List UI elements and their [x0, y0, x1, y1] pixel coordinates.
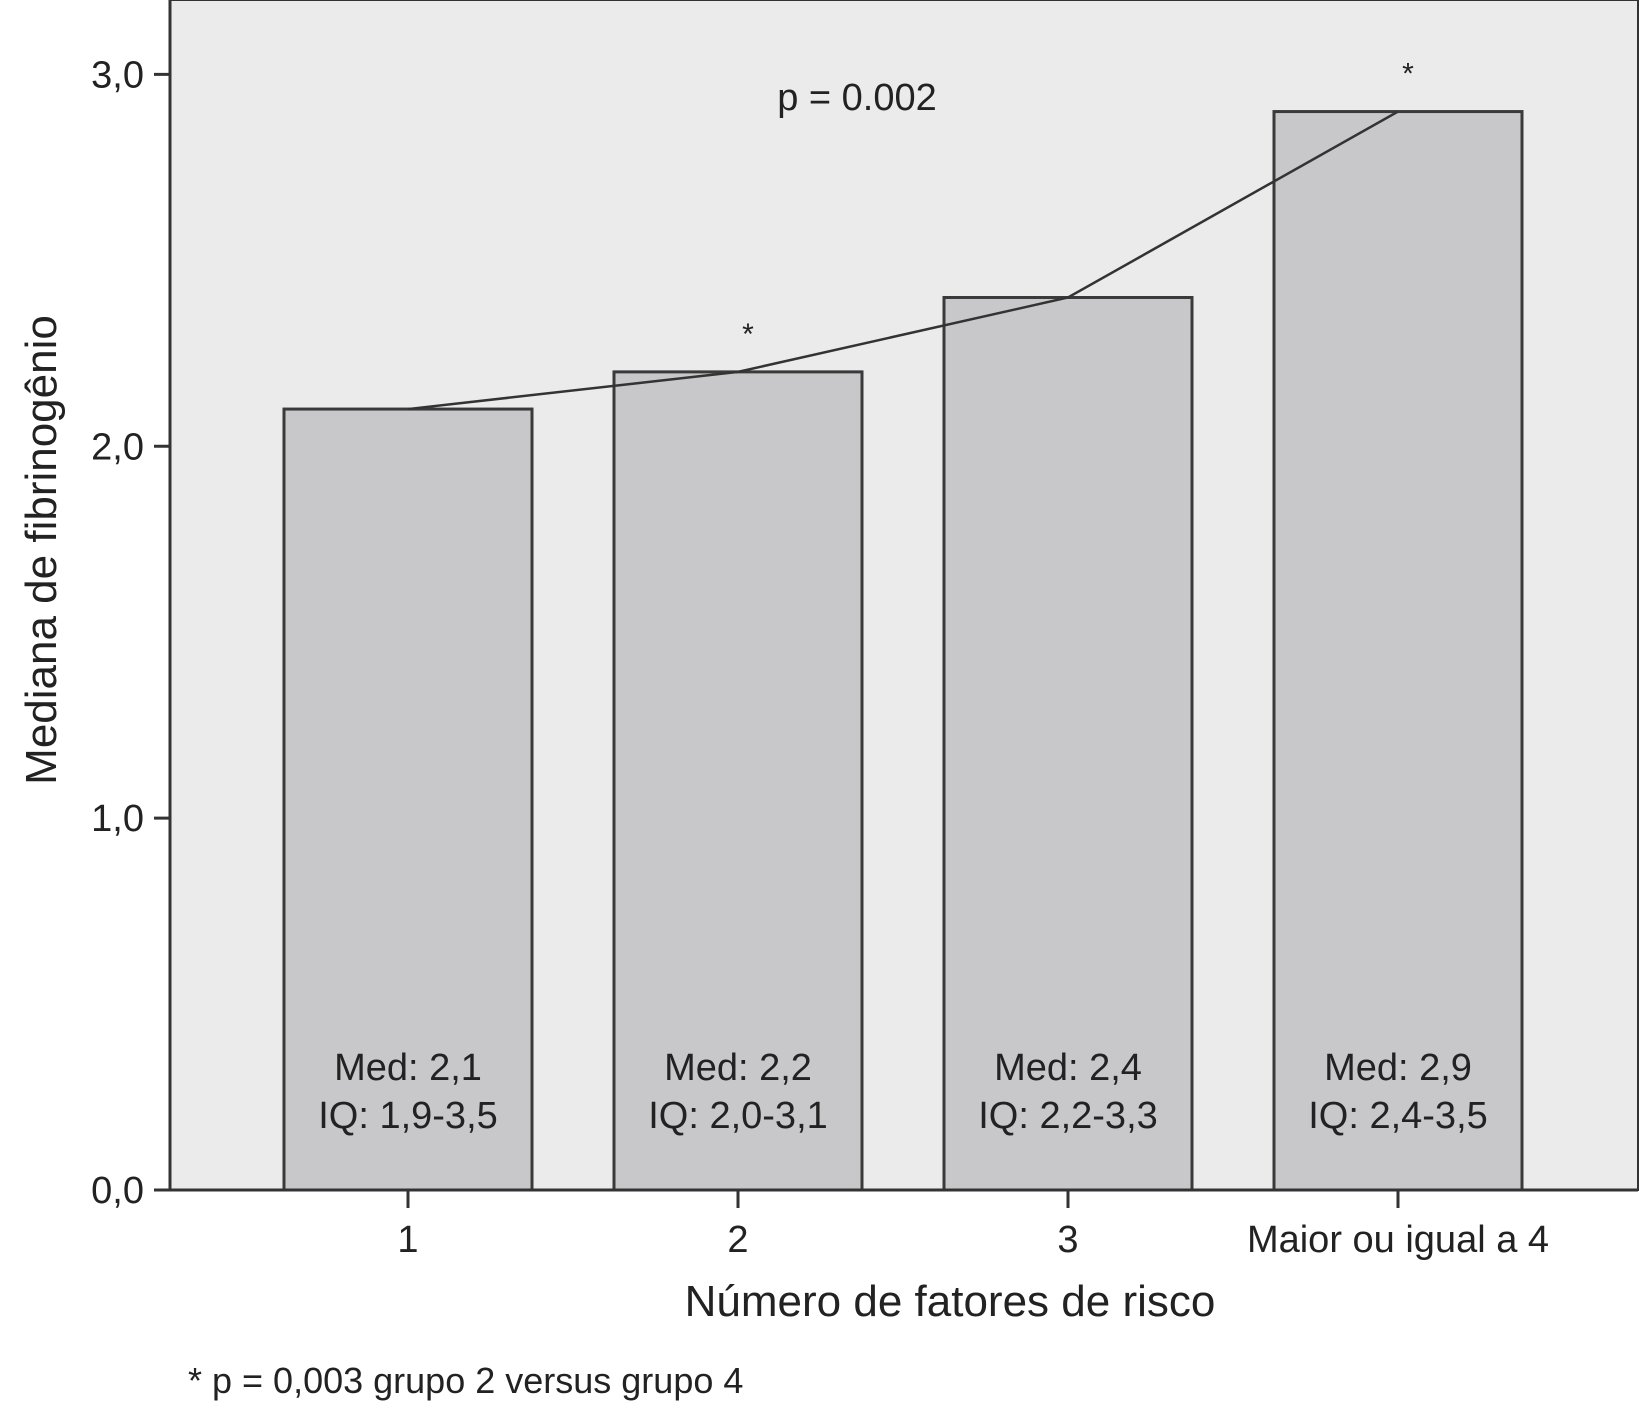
- bar-iq-label: IQ: 1,9-3,5: [318, 1095, 498, 1137]
- bar-median-label: Med: 2,9: [1324, 1047, 1472, 1089]
- bar-median-label: Med: 2,4: [994, 1047, 1142, 1089]
- footnote: * p = 0,003 grupo 2 versus grupo 4: [188, 1360, 743, 1401]
- x-tick-label: 1: [397, 1219, 418, 1261]
- significance-star: *: [1402, 58, 1414, 91]
- y-tick-label: 3,0: [91, 54, 144, 96]
- p-value-annotation: p = 0.002: [777, 77, 937, 119]
- x-tick-label: 2: [727, 1219, 748, 1261]
- y-tick-label: 2,0: [91, 426, 144, 468]
- bar-median-label: Med: 2,2: [664, 1047, 812, 1089]
- bar-4: [1272, 110, 1524, 1192]
- bar-iq-label: IQ: 2,4-3,5: [1308, 1095, 1488, 1137]
- bar-1: [282, 407, 534, 1192]
- bar-iq-label: IQ: 2,0-3,1: [648, 1095, 828, 1137]
- x-axis-label: Número de fatores de risco: [685, 1277, 1216, 1326]
- bar-iq-label: IQ: 2,2-3,3: [978, 1095, 1158, 1137]
- x-tick-label: Maior ou igual a 4: [1247, 1219, 1549, 1261]
- significance-star: *: [742, 318, 754, 351]
- y-tick-label: 1,0: [91, 798, 144, 840]
- x-tick-label: 3: [1057, 1219, 1078, 1261]
- y-tick-label: 0,0: [91, 1170, 144, 1212]
- bar-median-label: Med: 2,1: [334, 1047, 482, 1089]
- y-axis-label: Mediana de fibrinogênio: [17, 315, 66, 785]
- bar-3: [942, 296, 1194, 1192]
- trend-line: [407, 110, 1399, 411]
